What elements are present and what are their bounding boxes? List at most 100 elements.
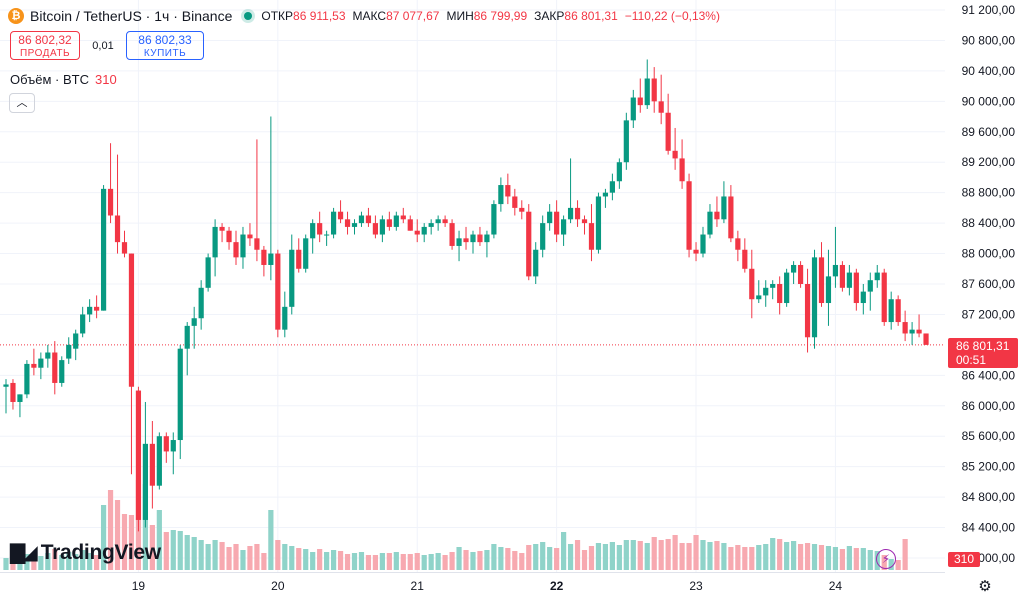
lightning-bolt-icon[interactable]: ⚡ bbox=[876, 549, 896, 569]
volume-bar bbox=[212, 540, 218, 570]
volume-bar bbox=[644, 543, 650, 570]
chevron-up-icon[interactable]: ︿ bbox=[9, 93, 35, 113]
candle-body bbox=[630, 97, 636, 121]
low-value: 86 799,99 bbox=[473, 9, 528, 23]
buy-button[interactable]: 86 802,33 КУПИТЬ bbox=[126, 31, 204, 60]
volume-bar bbox=[686, 543, 692, 570]
countdown-value: 00:51 bbox=[956, 353, 987, 367]
high-value: 87 077,67 bbox=[386, 9, 440, 23]
volume-bar bbox=[561, 532, 567, 570]
candle-body bbox=[303, 238, 309, 269]
candle-body bbox=[135, 390, 142, 520]
candle-body bbox=[184, 325, 190, 349]
candle-body bbox=[679, 158, 685, 182]
volume-bar bbox=[581, 550, 588, 570]
volume-bar bbox=[184, 535, 190, 570]
volume-bar bbox=[484, 550, 490, 570]
candle-body bbox=[170, 440, 176, 452]
volume-bar bbox=[114, 500, 121, 570]
volume-bar bbox=[330, 550, 337, 570]
candle-body bbox=[554, 211, 560, 235]
candle-body bbox=[94, 306, 100, 311]
volume-bar bbox=[512, 551, 518, 570]
volume-bar bbox=[310, 552, 316, 570]
last-price-value: 86 801,31 bbox=[956, 339, 1010, 353]
symbol-title[interactable]: Bitcoin / TetherUS · 1ч · Binance bbox=[30, 8, 233, 24]
candle-body bbox=[38, 358, 44, 368]
candle-body bbox=[686, 181, 692, 250]
volume-bar bbox=[505, 548, 511, 570]
tradingview-logo[interactable]: ▇◢ TradingView bbox=[10, 540, 161, 565]
candle-body bbox=[853, 272, 859, 304]
candle-body bbox=[735, 238, 741, 250]
volume-bar bbox=[268, 510, 274, 570]
volume-bar bbox=[24, 554, 30, 570]
volume-bar bbox=[832, 547, 839, 570]
sell-button[interactable]: 86 802,32 ПРОДАТЬ bbox=[10, 31, 80, 60]
volume-bar bbox=[317, 549, 323, 570]
candle-body bbox=[114, 215, 121, 243]
volume-bar bbox=[609, 542, 615, 570]
volume-bar bbox=[177, 531, 183, 570]
candle-body bbox=[644, 78, 650, 106]
price-tick-label: 88 400,00 bbox=[962, 216, 1016, 230]
trade-panel: 86 802,32 ПРОДАТЬ 0,01 86 802,33 КУПИТЬ bbox=[10, 31, 204, 60]
candle-body bbox=[156, 436, 162, 486]
candle-body bbox=[240, 234, 246, 258]
candle-body bbox=[818, 257, 825, 304]
candle-body bbox=[595, 196, 602, 250]
last-price-label: 86 801,31 00:51 bbox=[948, 338, 1018, 368]
candle-body bbox=[268, 253, 274, 265]
candle-body bbox=[344, 219, 351, 227]
volume-bar bbox=[296, 548, 302, 570]
candle-body bbox=[393, 215, 399, 227]
volume-bar bbox=[94, 555, 100, 570]
volume-bar bbox=[10, 552, 16, 570]
volume-bar bbox=[526, 545, 532, 570]
volume-bar bbox=[45, 553, 51, 570]
candle-body bbox=[379, 219, 385, 235]
high-label: МАКС bbox=[352, 9, 387, 23]
candle-body bbox=[923, 333, 929, 345]
candle-body bbox=[247, 234, 253, 239]
candle-body bbox=[358, 215, 365, 224]
candle-body bbox=[658, 101, 664, 113]
candle-body bbox=[142, 443, 148, 520]
volume-bar bbox=[428, 554, 434, 570]
volume-bar bbox=[658, 540, 664, 570]
candle-body bbox=[17, 394, 23, 402]
buy-price: 86 802,33 bbox=[138, 33, 192, 47]
price-tick-label: 89 200,00 bbox=[962, 155, 1016, 169]
candle-body bbox=[839, 264, 845, 288]
price-tick-label: 84 800,00 bbox=[962, 490, 1016, 504]
price-tick-label: 90 400,00 bbox=[962, 64, 1016, 78]
volume-legend[interactable]: Объём · BTC 310 bbox=[10, 72, 117, 87]
volume-bar bbox=[693, 535, 699, 570]
candle-body bbox=[428, 223, 434, 227]
volume-bar bbox=[470, 552, 476, 570]
candle-body bbox=[52, 352, 58, 383]
volume-bar bbox=[651, 537, 657, 570]
sell-label: ПРОДАТЬ bbox=[19, 48, 71, 59]
candle-body bbox=[491, 204, 497, 235]
volume-bar bbox=[867, 550, 873, 570]
chart-legend: ₿ Bitcoin / TetherUS · 1ч · Binance ОТКР… bbox=[8, 6, 720, 26]
volume-bar bbox=[365, 555, 372, 570]
candle-body bbox=[860, 291, 866, 304]
volume-bar bbox=[602, 544, 609, 570]
candle-body bbox=[400, 215, 406, 220]
time-tick-label: 23 bbox=[689, 579, 703, 593]
candle-body bbox=[651, 78, 657, 102]
volume-bar bbox=[554, 548, 560, 570]
volume-bar bbox=[707, 542, 713, 570]
volume-bar bbox=[170, 530, 176, 570]
candle-body bbox=[784, 272, 790, 304]
volume-bar bbox=[825, 546, 832, 570]
candle-body bbox=[609, 181, 615, 193]
low-label: МИН bbox=[446, 9, 474, 23]
time-tick-label: 22 bbox=[550, 579, 564, 593]
gear-icon[interactable]: ⚙ bbox=[978, 578, 992, 595]
candle-body bbox=[581, 219, 588, 224]
candle-body bbox=[714, 211, 720, 220]
